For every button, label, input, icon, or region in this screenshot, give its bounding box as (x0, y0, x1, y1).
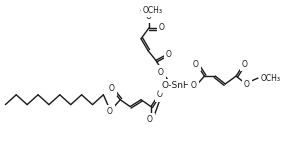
Text: O: O (147, 115, 153, 124)
Text: O: O (108, 84, 114, 93)
Text: OCH₃: OCH₃ (143, 6, 163, 15)
Text: O: O (242, 60, 248, 69)
Text: O: O (157, 90, 163, 99)
Text: O: O (192, 60, 199, 69)
Text: O-SnH: O-SnH (161, 82, 190, 90)
Text: O: O (146, 12, 152, 21)
Text: OCH₃: OCH₃ (261, 74, 281, 82)
Text: O: O (106, 107, 112, 116)
Text: O: O (244, 81, 250, 89)
Text: O: O (190, 82, 197, 90)
Text: O: O (158, 68, 164, 77)
Text: O: O (159, 23, 165, 33)
Text: O: O (166, 50, 172, 59)
